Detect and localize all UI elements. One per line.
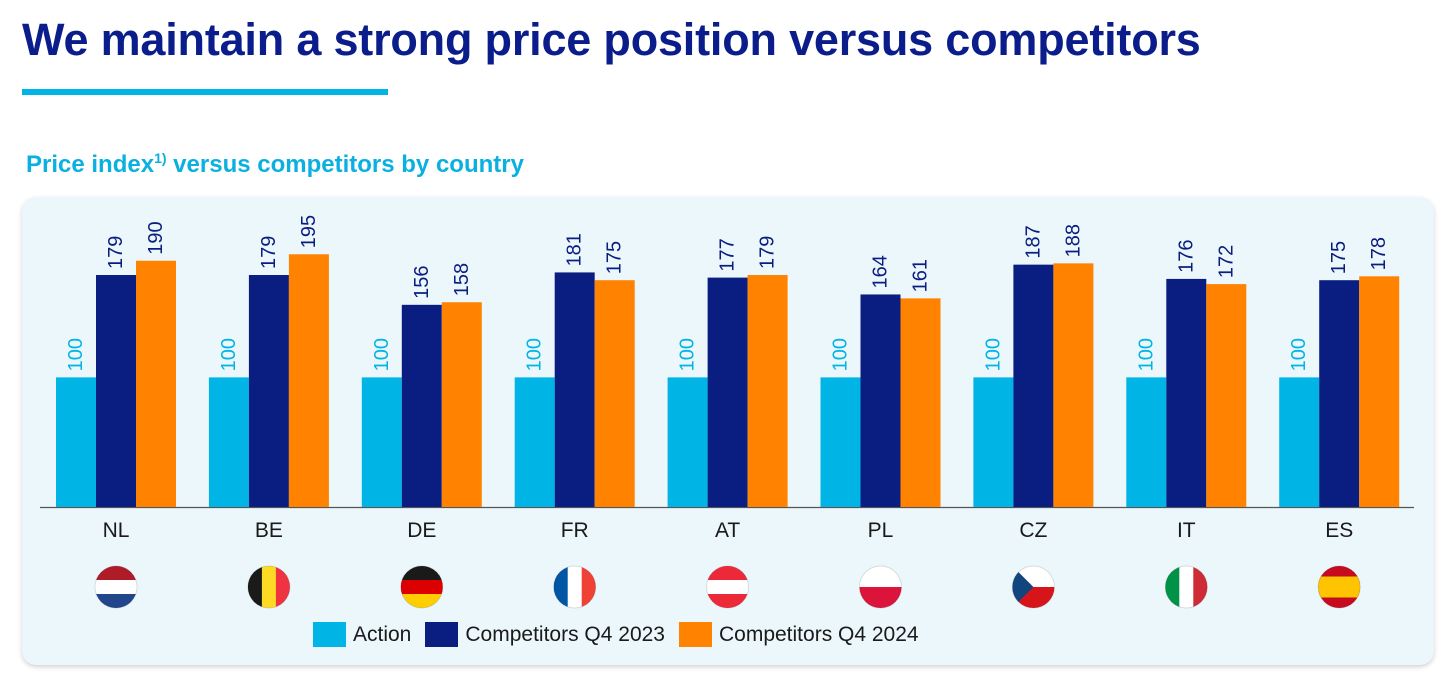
data-label-es-action: 100 [1288, 338, 1310, 371]
data-label-fr-competitors-2023: 181 [564, 233, 586, 266]
tick-label-pl: PL [868, 519, 894, 542]
bar-at-competitors-2024 [747, 275, 788, 507]
data-label-cz-competitors-2023: 187 [1022, 225, 1044, 258]
bar-pl-action [820, 377, 861, 507]
flag-nl-icon [94, 565, 138, 609]
bar-es-action [1279, 377, 1320, 507]
bar-de-competitors-2024 [441, 302, 482, 507]
data-label-fr-action: 100 [524, 338, 546, 371]
legend-item-action: Action [313, 622, 411, 647]
flag-at-icon [706, 565, 750, 609]
flag-be-icon [247, 565, 291, 609]
chart-legend: Action Competitors Q4 2023 Competitors Q… [313, 622, 933, 647]
flag-cz-icon [1011, 565, 1055, 609]
legend-swatch-competitors-2024 [678, 622, 712, 647]
tick-label-at: AT [715, 519, 740, 542]
data-label-pl-action: 100 [830, 338, 852, 371]
data-label-cz-competitors-2024: 188 [1062, 224, 1084, 257]
flag-pl-icon [859, 565, 902, 609]
data-label-it-competitors-2024: 172 [1215, 245, 1237, 278]
bar-nl-competitors-2023 [96, 275, 136, 507]
data-label-nl-competitors-2023: 179 [105, 236, 127, 269]
flag-es-icon [1317, 565, 1361, 609]
legend-item-competitors-2023: Competitors Q4 2023 [425, 622, 665, 647]
data-label-it-competitors-2023: 176 [1175, 240, 1197, 273]
legend-label-action: Action [353, 622, 412, 646]
title-underline [22, 89, 388, 95]
bar-at-competitors-2023 [707, 277, 748, 507]
data-label-es-competitors-2024: 178 [1368, 237, 1390, 270]
bar-be-action [208, 377, 249, 507]
data-label-it-action: 100 [1135, 338, 1157, 371]
bar-fr-action [514, 377, 555, 507]
flag-it-icon [1164, 565, 1208, 609]
data-label-nl-competitors-2024: 190 [145, 221, 167, 254]
bar-be-competitors-2024 [288, 254, 329, 507]
legend-label-competitors-2023: Competitors Q4 2023 [465, 622, 665, 646]
data-label-at-competitors-2023: 177 [717, 238, 739, 271]
data-label-nl-action: 100 [65, 338, 87, 371]
tick-label-it: IT [1177, 519, 1196, 542]
legend-swatch-action [313, 622, 346, 647]
bar-es-competitors-2023 [1319, 280, 1360, 507]
data-label-at-action: 100 [677, 338, 699, 371]
page-title: We maintain a strong price position vers… [22, 14, 1201, 65]
bar-pl-competitors-2024 [900, 298, 941, 507]
data-label-fr-competitors-2024: 175 [604, 241, 626, 274]
chart-subtitle-footnote: 1) [154, 150, 167, 166]
tick-label-nl: NL [103, 519, 130, 542]
data-label-be-competitors-2023: 179 [258, 236, 280, 269]
data-label-de-competitors-2023: 156 [411, 265, 433, 298]
data-label-de-competitors-2024: 158 [451, 263, 473, 296]
tick-label-de: DE [407, 519, 436, 542]
bar-be-competitors-2023 [248, 275, 289, 507]
chart-subtitle-text: Price index [26, 151, 155, 178]
data-label-es-competitors-2023: 175 [1328, 241, 1350, 274]
data-label-be-competitors-2024: 195 [298, 215, 320, 248]
bar-it-competitors-2023 [1166, 278, 1207, 507]
chart-subtitle: Price index1) versus competitors by coun… [26, 150, 524, 179]
flag-de-icon [400, 565, 444, 609]
legend-swatch-competitors-2023 [425, 622, 459, 647]
bar-nl-action [56, 377, 96, 507]
legend-item-competitors-2024: Competitors Q4 2024 [678, 622, 919, 647]
tick-label-cz: CZ [1019, 519, 1047, 542]
bar-it-action [1126, 377, 1167, 507]
bar-de-action [361, 377, 402, 507]
bar-de-competitors-2023 [401, 304, 442, 507]
data-label-be-action: 100 [218, 338, 240, 371]
bar-pl-competitors-2023 [860, 294, 901, 507]
data-label-pl-competitors-2023: 164 [870, 255, 892, 288]
tick-label-be: BE [255, 519, 283, 542]
bar-at-action [667, 377, 708, 507]
bar-cz-competitors-2024 [1053, 263, 1094, 507]
bar-cz-action [973, 377, 1014, 507]
bar-es-competitors-2024 [1359, 276, 1400, 507]
bar-cz-competitors-2023 [1013, 264, 1054, 507]
bar-it-competitors-2024 [1206, 284, 1247, 507]
bar-fr-competitors-2023 [554, 272, 595, 507]
flag-fr-icon [553, 565, 597, 609]
data-label-cz-action: 100 [982, 338, 1004, 371]
bar-nl-competitors-2024 [136, 260, 176, 507]
data-label-pl-competitors-2024: 161 [910, 259, 932, 292]
data-label-at-competitors-2024: 179 [757, 236, 779, 269]
data-label-de-action: 100 [371, 338, 393, 371]
bar-fr-competitors-2024 [594, 280, 635, 507]
tick-label-es: ES [1325, 519, 1353, 542]
legend-label-competitors-2024: Competitors Q4 2024 [718, 622, 919, 646]
chart-subtitle-rest: versus competitors by country [166, 151, 524, 178]
tick-label-fr: FR [561, 519, 589, 542]
